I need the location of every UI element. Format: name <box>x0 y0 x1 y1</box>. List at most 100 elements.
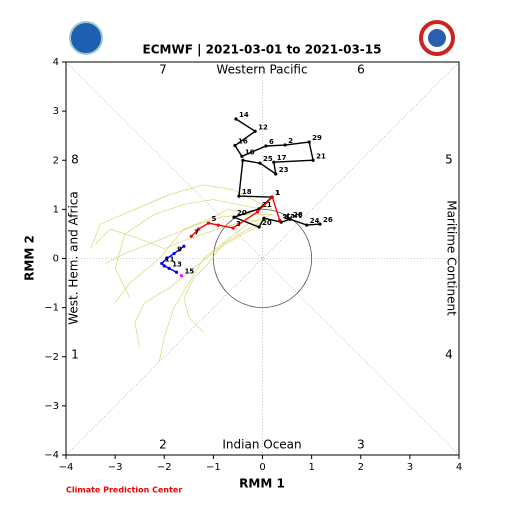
x-tick-label: −2 <box>157 462 172 473</box>
track-point <box>288 217 292 221</box>
day-label: 2 <box>288 137 293 145</box>
ensemble-line <box>158 213 273 362</box>
y-tick-label: 2 <box>53 155 59 166</box>
ensemble-line <box>183 218 268 333</box>
day-label: 9 <box>177 246 182 254</box>
day-label: 20 <box>237 209 247 217</box>
day-label: 26 <box>323 216 333 224</box>
track-point <box>231 226 235 230</box>
track-point <box>237 194 241 198</box>
y-tick-label: 0 <box>53 254 59 265</box>
x-tick-label: 2 <box>358 462 364 473</box>
region-label: Western Pacific <box>216 63 307 77</box>
x-tick-label: 1 <box>308 462 314 473</box>
day-label: 21 <box>316 152 326 160</box>
track-point <box>182 244 186 248</box>
day-label: 23 <box>279 166 289 174</box>
y-tick-label: 1 <box>53 204 59 215</box>
region-label: Indian Ocean <box>222 438 301 452</box>
track-point <box>174 270 179 274</box>
track-point <box>162 264 166 268</box>
day-label: 14 <box>239 111 249 119</box>
region-label: West. Hem. and Africa <box>67 191 81 324</box>
day-label: 7 <box>194 228 199 236</box>
x-tick-label: 4 <box>456 462 462 473</box>
track-point <box>165 256 169 261</box>
track-point <box>160 261 164 266</box>
x-tick-label: −1 <box>206 462 221 473</box>
track-point <box>278 218 282 222</box>
day-label: 28 <box>293 211 303 219</box>
x-tick-label: 0 <box>259 462 265 473</box>
phase-label: 2 <box>159 438 167 452</box>
track-point <box>305 223 309 227</box>
day-label: start <box>283 212 303 220</box>
phase-label: 7 <box>159 63 167 77</box>
y-tick-label: −4 <box>44 450 59 461</box>
credit: Climate Prediction Center <box>66 486 182 495</box>
x-tick-label: 3 <box>407 462 413 473</box>
track-point <box>272 160 276 164</box>
day-label: 5 <box>211 215 216 223</box>
ensemble-line <box>134 223 263 347</box>
day-label: 1 <box>275 189 280 197</box>
day-label: 15 <box>184 268 194 276</box>
day-label: 1 <box>275 189 280 197</box>
track-point <box>253 129 257 133</box>
track-point <box>307 140 311 144</box>
track-point <box>240 154 244 158</box>
phase-label: 6 <box>357 63 365 77</box>
track-point <box>274 172 278 176</box>
day-label: 29 <box>312 134 322 142</box>
track-point <box>189 234 193 238</box>
track-point <box>258 161 262 165</box>
track-point <box>264 144 268 148</box>
day-label: 25 <box>263 155 273 163</box>
day-label: 3 <box>236 220 241 228</box>
y-axis-label: RMM 2 <box>23 235 37 281</box>
track-point <box>318 222 322 226</box>
phase-label: 8 <box>71 153 79 167</box>
day-label: 17 <box>277 154 287 162</box>
track-point <box>179 274 184 278</box>
track-point <box>283 143 287 147</box>
track-point <box>255 210 260 214</box>
noaa-logo <box>69 21 103 55</box>
x-tick-label: −4 <box>59 462 74 473</box>
track-point <box>257 225 261 229</box>
y-tick-label: −1 <box>44 303 59 314</box>
ensemble-line <box>114 199 263 298</box>
day-label: 11 <box>165 255 175 263</box>
day-label: 6 <box>269 138 274 146</box>
track-point <box>197 227 201 231</box>
track-point <box>167 266 171 270</box>
diagonal <box>65 61 460 456</box>
day-label: 21 <box>262 201 272 209</box>
track-line <box>190 195 281 237</box>
x-tick-label: −3 <box>108 462 123 473</box>
track-point <box>233 143 237 148</box>
track-point <box>241 158 245 162</box>
ensemble-line <box>114 209 273 303</box>
ensemble-line <box>95 218 268 250</box>
track-point <box>311 158 315 162</box>
track-point <box>262 216 266 220</box>
phase-label: 5 <box>445 153 453 167</box>
phase-label: 3 <box>357 438 365 452</box>
track-point <box>216 223 220 227</box>
x-axis-label: RMM 1 <box>239 477 285 491</box>
phase-label: 1 <box>71 348 79 362</box>
track-point <box>270 195 274 199</box>
track-point <box>172 251 176 256</box>
ensemble-line <box>90 184 273 249</box>
y-tick-label: −3 <box>44 401 59 412</box>
day-label: 18 <box>242 188 252 196</box>
track-point <box>232 215 236 219</box>
phase-label: 4 <box>445 348 453 362</box>
chart-title: ECMWF | 2021-03-01 to 2021-03-15 <box>143 43 382 57</box>
nws-logo-center <box>428 29 446 47</box>
day-label: 4 <box>284 214 289 222</box>
day-label: 16 <box>238 138 248 146</box>
day-label: 10 <box>245 148 255 156</box>
region-label: Maritime Continent <box>445 200 459 316</box>
